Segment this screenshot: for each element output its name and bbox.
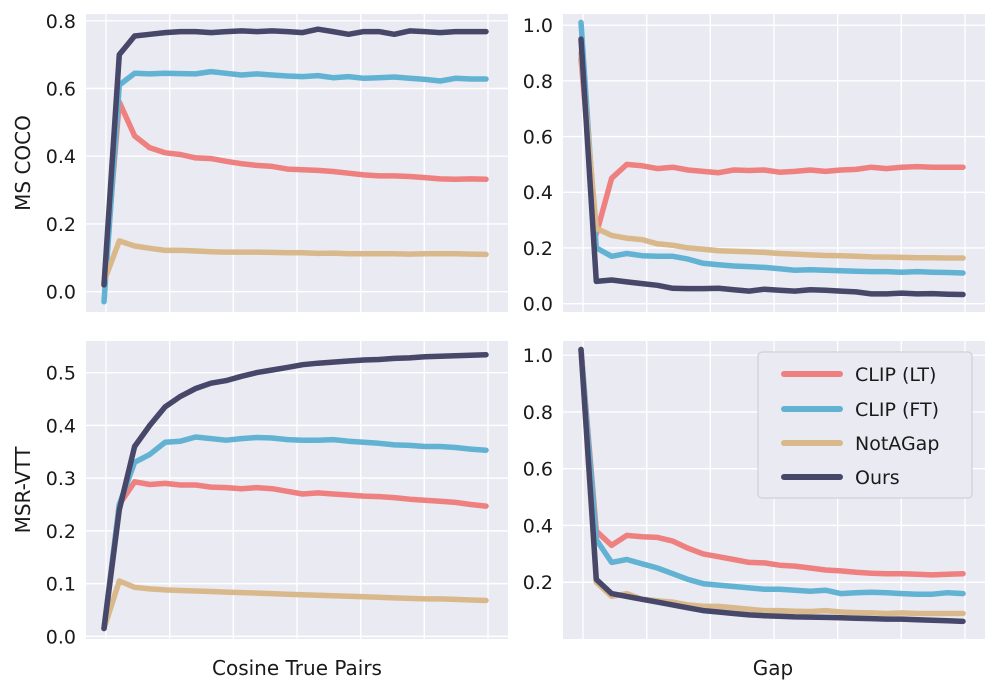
series-line-clip-ft (578, 346, 966, 597)
legend: CLIP (LT) CLIP (FT) NotAGap Ours (757, 351, 973, 499)
y-tick-label: 0.4 (523, 182, 553, 204)
y-tick-label: 0.6 (523, 459, 553, 481)
y-tick-label: 0.2 (46, 521, 76, 543)
legend-label-clip-lt: CLIP (LT) (855, 364, 936, 386)
series-line-clip-ft (578, 19, 966, 276)
series-line-notagap (101, 238, 489, 285)
y-tick-label: 0.3 (46, 468, 76, 490)
y-tick-label: 0.0 (523, 294, 553, 316)
series-line-clip-ft (101, 434, 489, 632)
series-line-ours (578, 346, 966, 625)
y-tick-label: 0.2 (46, 214, 76, 236)
legend-label-notagap: NotAGap (855, 433, 939, 455)
y-tick-label: 0.8 (46, 11, 76, 33)
y-tick-label: 0.1 (46, 574, 76, 596)
panel-title-msr-vtt: MSR-VTT (11, 446, 35, 534)
x-axis-label-cosine: Cosine True Pairs (212, 656, 382, 680)
panel-top-left: 0.0 0.2 0.4 0.6 0.8 (46, 11, 508, 312)
panel-top-right: 0.0 0.2 0.4 0.6 0.8 1.0 (523, 14, 985, 316)
x-axis-label-gap: Gap (753, 656, 793, 680)
y-tick-label: 0.6 (523, 127, 553, 149)
y-tick-label: 0.5 (46, 363, 76, 385)
panel-title-ms-coco: MS COCO (11, 115, 35, 211)
legend-label-ours: Ours (855, 467, 900, 489)
series-line-ours (101, 26, 489, 288)
series-line-clip-ft (101, 68, 489, 305)
y-tick-label: 0.2 (523, 238, 553, 260)
series-line-notagap (578, 50, 966, 261)
y-tick-label: 0.4 (523, 515, 553, 537)
y-tick-label: 0.0 (46, 626, 76, 648)
legend-label-clip-ft: CLIP (FT) (855, 399, 939, 421)
y-tick-label: 0.2 (523, 572, 553, 594)
panel-bottom-left: 0.0 0.1 0.2 0.3 0.4 0.5 (46, 341, 508, 648)
y-tick-label: 1.0 (523, 345, 553, 367)
series-line-notagap (101, 578, 489, 632)
legend-box (757, 351, 973, 499)
series-line-clip-lt (101, 479, 489, 632)
y-tick-label: 0.0 (46, 282, 76, 304)
y-tick-label: 0.8 (523, 71, 553, 93)
series-line-clip-lt (101, 99, 489, 288)
y-tick-label: 0.4 (46, 146, 76, 168)
y-tick-label: 0.4 (46, 415, 76, 437)
panels: 0.00.20.40.60.80.00.20.40.60.81.00.00.10… (46, 11, 985, 648)
series-line-ours (578, 36, 966, 298)
y-tick-label: 1.0 (523, 15, 553, 37)
series-line-clip-lt (578, 346, 966, 578)
series-line-ours (101, 351, 489, 632)
series-line-clip-lt (578, 55, 966, 237)
y-tick-label: 0.8 (523, 402, 553, 424)
y-tick-label: 0.6 (46, 79, 76, 101)
